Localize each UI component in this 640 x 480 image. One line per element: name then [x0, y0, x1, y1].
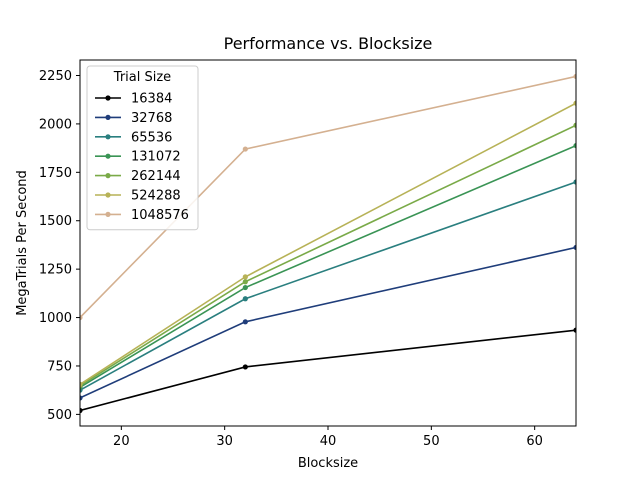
data-point	[573, 179, 576, 185]
y-tick-label: 1250	[39, 263, 72, 278]
legend-item: 16384	[95, 92, 172, 107]
y-tick-label: 2250	[39, 69, 72, 84]
x-tick-label: 50	[423, 434, 440, 449]
series-1048576	[80, 73, 576, 321]
legend-item: 262144	[95, 169, 181, 184]
legend-marker	[105, 95, 111, 101]
legend-marker	[105, 114, 111, 120]
legend-marker	[105, 134, 111, 140]
y-tick-label: 750	[47, 359, 72, 374]
legend-item: 65536	[95, 130, 172, 145]
legend-label: 32768	[131, 111, 172, 126]
data-point	[80, 314, 83, 321]
legend-marker	[105, 211, 111, 217]
legend-item: 524288	[95, 189, 181, 204]
x-axis: 20 30 40 50 60	[113, 426, 543, 449]
x-axis-label: Blocksize	[298, 456, 358, 471]
x-tick-label: 60	[526, 434, 543, 449]
series-262144	[80, 122, 576, 389]
legend-label: 262144	[131, 169, 181, 184]
data-point	[573, 142, 576, 149]
legend-label: 16384	[131, 92, 172, 107]
data-point	[242, 146, 248, 152]
data-point	[573, 327, 576, 333]
legend-marker	[105, 192, 111, 198]
series-32768	[80, 244, 576, 401]
series-524288	[80, 100, 576, 387]
plot-area	[80, 73, 576, 414]
x-tick-label: 30	[216, 434, 233, 449]
chart-title: Performance vs. Blocksize	[224, 34, 433, 53]
series-131072	[80, 142, 576, 390]
legend-label: 1048576	[131, 208, 189, 223]
data-point	[80, 407, 83, 414]
data-point	[242, 274, 248, 280]
data-point	[242, 296, 248, 302]
data-point	[80, 381, 83, 387]
y-tick-label: 1500	[39, 214, 72, 229]
legend-title: Trial Size	[113, 70, 171, 85]
data-point	[242, 284, 248, 291]
legend-label: 65536	[131, 130, 172, 145]
y-tick-label: 2000	[39, 117, 72, 132]
data-point	[242, 319, 248, 325]
x-tick-label: 20	[113, 434, 130, 449]
legend-label: 524288	[131, 189, 181, 204]
x-tick-label: 40	[320, 434, 337, 449]
y-tick-label: 500	[47, 408, 72, 423]
data-point	[573, 100, 576, 106]
y-axis-label: MegaTrials Per Second	[15, 170, 30, 316]
data-point	[573, 244, 576, 251]
data-point	[573, 73, 576, 80]
y-axis: 500 750 1000 1250 1500 1750 2000 2250	[39, 69, 80, 423]
legend-item: 1048576	[95, 208, 189, 223]
series-16384	[80, 327, 576, 414]
data-point	[242, 364, 248, 370]
legend-label: 131072	[131, 150, 181, 165]
y-tick-label: 1750	[39, 166, 72, 181]
legend-marker	[105, 173, 111, 179]
legend-box	[86, 65, 199, 231]
y-tick-label: 1000	[39, 311, 72, 326]
legend-item: 32768	[95, 111, 172, 126]
data-point	[80, 395, 83, 401]
data-point	[242, 279, 248, 285]
legend: Trial Size 16384 32768 65536 131072 262144 524…	[86, 65, 199, 231]
legend-item: 131072	[95, 150, 181, 165]
data-point	[573, 122, 576, 128]
legend-marker	[105, 153, 111, 159]
